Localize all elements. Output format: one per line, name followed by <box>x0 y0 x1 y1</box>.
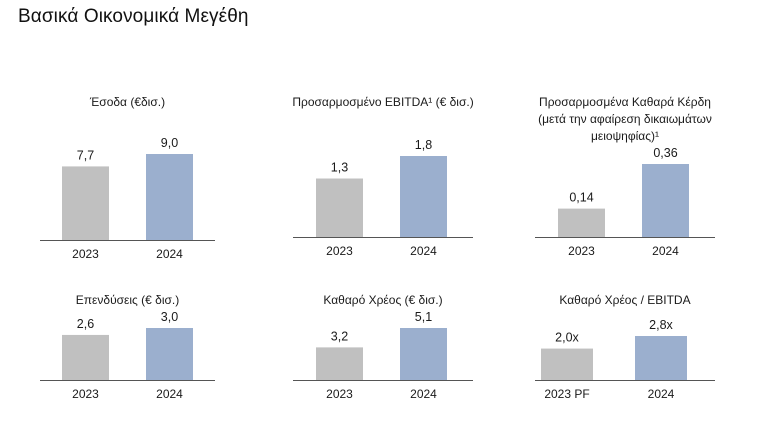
bar-0 <box>62 166 109 240</box>
chart-title-line: Έσοδα (€δισ.) <box>89 95 165 109</box>
x-tick-label: 2024 <box>652 244 679 258</box>
bar-0 <box>558 208 605 237</box>
x-tick-label: 2024 <box>410 387 437 401</box>
bar-1 <box>146 328 193 380</box>
x-tick-label: 2024 <box>410 244 437 258</box>
chart-revenue: Έσοδα (€δισ.) 7,7 2023 9,0 2024 <box>40 95 215 261</box>
chart-net-debt: Καθαρό Χρέος (€ δισ.) 3,2 2023 5,1 2024 <box>293 293 473 401</box>
chart-title-line: Προσαρμοσμένα Καθαρά Κέρδη <box>539 95 711 109</box>
x-tick-label: 2023 <box>72 247 99 261</box>
bar-1 <box>400 328 447 380</box>
x-tick-label: 2024 <box>156 247 183 261</box>
data-label: 5,1 <box>415 310 432 324</box>
data-label: 2,8x <box>649 318 673 332</box>
data-label: 7,7 <box>77 148 94 162</box>
data-label: 2,6 <box>77 317 94 331</box>
x-tick-label: 2024 <box>156 387 183 401</box>
bar-1 <box>635 336 687 380</box>
data-label: 1,3 <box>331 161 348 175</box>
bar-1 <box>146 154 193 240</box>
chart-title-line: μειοψηφίας)¹ <box>591 129 659 143</box>
bar-1 <box>400 156 447 237</box>
page-title: Βασικά Οικονομικά Μεγέθη <box>18 6 249 27</box>
chart-adjusted-net-profit: Προσαρμοσμένα Καθαρά Κέρδη (μετά την αφαί… <box>535 95 715 258</box>
chart-investments: Επενδύσεις (€ δισ.) 2,6 2023 3,0 2024 <box>40 293 215 401</box>
data-label: 2,0x <box>555 331 579 345</box>
chart-title-line: Προσαρμοσμένο EBITDA¹ (€ δισ.) <box>292 95 473 109</box>
x-tick-label: 2023 <box>326 387 353 401</box>
data-label: 1,8 <box>415 138 432 152</box>
x-tick-label: 2023 PF <box>544 387 589 401</box>
data-label: 0,36 <box>653 146 677 160</box>
data-label: 3,0 <box>161 310 178 324</box>
data-label: 3,2 <box>331 329 348 343</box>
chart-title-line: Καθαρό Χρέος / EBITDA <box>559 293 690 307</box>
chart-net-debt-to-ebitda: Καθαρό Χρέος / EBITDA 2,0x 2023 PF 2,8x 2024 <box>535 293 715 401</box>
bar-1 <box>642 164 689 237</box>
bar-0 <box>316 347 363 380</box>
x-tick-label: 2024 <box>648 387 675 401</box>
bar-0 <box>62 334 109 380</box>
chart-adjusted-ebitda: Προσαρμοσμένο EBITDA¹ (€ δισ.) 1,3 2023 1,8… <box>292 95 473 258</box>
chart-title-line: Επενδύσεις (€ δισ.) <box>76 293 180 307</box>
data-label: 0,14 <box>569 191 593 205</box>
chart-title-line: Καθαρό Χρέος (€ δισ.) <box>323 293 442 307</box>
x-tick-label: 2023 <box>326 244 353 258</box>
x-tick-label: 2023 <box>568 244 595 258</box>
data-label: 9,0 <box>161 136 178 150</box>
x-tick-label: 2023 <box>72 387 99 401</box>
bar-0 <box>541 348 593 380</box>
bar-0 <box>316 178 363 237</box>
chart-title-line: (μετά την αφαίρεση δικαιωμάτων <box>538 112 712 126</box>
